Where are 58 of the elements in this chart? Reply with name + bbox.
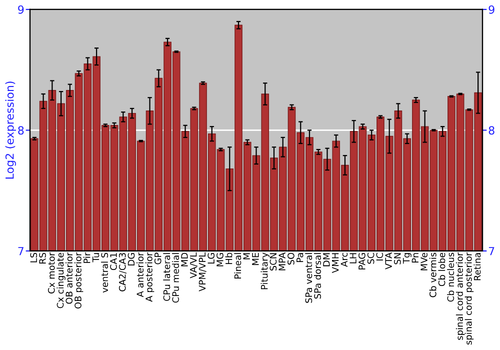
x-tick-label: Cx cingulate <box>56 252 66 308</box>
x-tick-label: VMH <box>332 253 339 274</box>
x-tick-label: MD <box>181 252 188 266</box>
x-tick-label: Arc <box>340 252 348 267</box>
y2-tick-label: 9 <box>488 5 494 14</box>
x-tick-label: IC <box>376 252 384 260</box>
x-tick-label: LG <box>208 253 215 264</box>
x-tick-label: Cb lobe <box>438 252 446 286</box>
x-tick-label: Cb vermis <box>429 252 436 298</box>
x-tick-label: DG <box>128 253 135 266</box>
x-tick-label: MG <box>216 253 224 266</box>
x-tick-label: SC <box>367 252 374 264</box>
x-tick-label: MVe <box>420 252 428 270</box>
x-tick-label: Pn <box>412 253 418 262</box>
x-tick-label: CA2/CA3 <box>118 253 126 292</box>
x-tick-label: SN <box>394 253 401 264</box>
x-tick-label: VTA <box>385 252 392 270</box>
x-tick-label: PAG <box>358 253 366 270</box>
x-tick-label: OB posterior <box>74 252 84 309</box>
x-tick-label: Hb <box>225 252 232 264</box>
x-tick-label: M <box>243 253 250 260</box>
x-tick-label: LH <box>350 253 356 264</box>
x-tick-label: VA/VL <box>190 252 198 278</box>
y2-tick-label: 7 <box>488 247 494 256</box>
x-tick-label: RS <box>39 252 46 264</box>
x-tick-label: Tg <box>402 253 412 264</box>
x-tick-label: SPa ventral <box>305 253 312 303</box>
x-tick-label: MPA <box>278 252 286 270</box>
x-tick-label: A posterior <box>145 252 154 302</box>
x-tick-label: Cb nucleus <box>447 252 454 302</box>
x-tick-label: ventral S <box>101 252 108 293</box>
x-tick-label: ME <box>252 252 259 265</box>
x-tick-label: Pituitary <box>260 252 270 290</box>
x-tick-label: spinal cord posterior <box>464 252 474 345</box>
x-tick-label: CPu lateral <box>163 253 170 301</box>
x-tick-label: CA1 <box>110 253 117 270</box>
x-tick-label: LS <box>30 252 38 262</box>
x-tick-label: DM <box>323 253 330 266</box>
x-tick-label: A anterior <box>136 252 144 298</box>
x-tick-label: VPM/VPL <box>198 252 206 292</box>
y-tick-label: 9 <box>18 5 24 14</box>
x-tick-label: CPu medial <box>172 253 180 303</box>
x-tick-label: Pir <box>83 252 90 263</box>
x-tick-label: SO <box>288 252 294 265</box>
x-tick-label: Cx motor <box>48 252 55 294</box>
x-tick-label: SCN <box>270 253 277 271</box>
x-tick-label: Pineal <box>234 253 242 279</box>
x-tick-label: Tu <box>92 253 100 262</box>
x-tick-label: OB anterior <box>66 252 73 304</box>
x-tick-label: Pa <box>296 253 304 262</box>
y2-tick-label: 8 <box>488 126 494 135</box>
y-tick-label: 7 <box>18 247 24 256</box>
x-tick-label: spinal cord anterior <box>456 252 465 340</box>
y-tick-label: 8 <box>18 126 24 135</box>
y-axis-title: Log2 (expression) <box>5 82 16 179</box>
x-tick-label: GP <box>154 252 162 264</box>
x-tick-label: SPa dorsal <box>314 253 321 299</box>
x-tick-label: Retina <box>474 253 481 280</box>
